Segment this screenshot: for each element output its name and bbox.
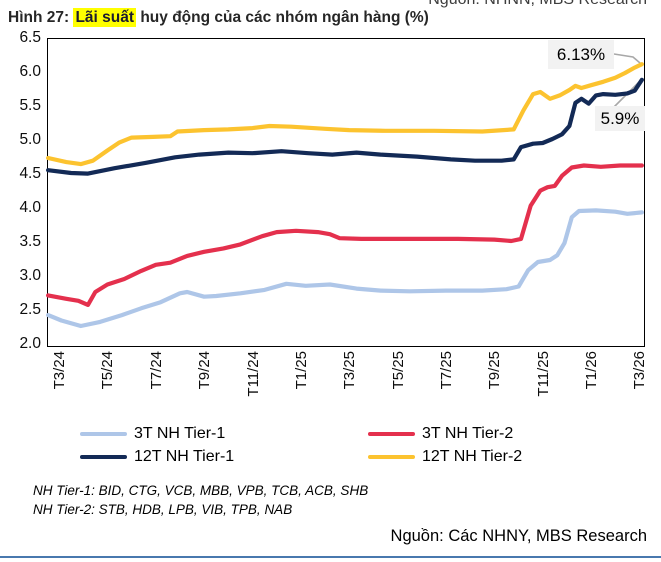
x-tick-label: T9/24 (196, 351, 214, 390)
annotation-6-13-label: 6.13% (548, 40, 614, 69)
legend-swatch-icon (368, 454, 415, 460)
x-tick-label: T5/25 (389, 351, 407, 390)
x-tick-label: T3/25 (341, 351, 359, 390)
x-tick-label: T7/25 (437, 351, 455, 390)
footnote-tier2: NH Tier-2: STB, HDB, LPB, VIB, TPB, NAB (33, 501, 293, 517)
x-tick-label: T5/24 (99, 351, 117, 390)
source-text: Nguồn: Các NHNY, MBS Research (390, 527, 647, 545)
legend-item: 12T NH Tier-2 (368, 447, 522, 467)
legend-label: 3T NH Tier-2 (422, 425, 514, 442)
line-series-3t-nh-tier-1 (46, 208, 645, 329)
legend-label: 3T NH Tier-1 (134, 425, 226, 442)
annotation-6-13-callout-line (613, 53, 641, 64)
x-tick-label: T1/26 (583, 351, 601, 390)
line-chart-svg (46, 53, 645, 329)
legend-item: 3T NH Tier-2 (368, 424, 513, 444)
y-tick-label: 4.0 (19, 199, 41, 216)
footnotes: NH Tier-1: BID, CTG, VCB, MBB, VPB, TCB,… (33, 482, 368, 519)
footnote-tier1: NH Tier-1: BID, CTG, VCB, MBB, VPB, TCB,… (33, 483, 369, 498)
x-tick-label: T9/25 (486, 351, 504, 390)
legend-item: 3T NH Tier-1 (80, 424, 225, 444)
legend-swatch-icon (80, 431, 127, 437)
x-tick-label: T3/26 (631, 351, 649, 390)
line-series-12t-nh-tier-1 (46, 77, 645, 176)
chart-title: Hình 27: Lãi suất huy động của các nhóm … (8, 8, 429, 27)
y-tick-label: 6.0 (19, 63, 41, 80)
x-tick-label: T1/25 (292, 351, 310, 390)
legend-swatch-icon (368, 431, 415, 437)
line-series-3t-nh-tier-2 (46, 163, 645, 307)
x-tick-label: T7/24 (147, 351, 165, 390)
legend-item: 12T NH Tier-1 (80, 447, 234, 467)
legend-swatch-icon (80, 454, 127, 460)
y-tick-label: 3.5 (19, 233, 41, 250)
y-axis: 6.5 6.0 5.5 5.0 4.5 4.0 3.5 3.0 2.5 2.0 (0, 0, 41, 360)
y-tick-label: 5.5 (19, 97, 41, 114)
y-tick-label: 2.5 (19, 301, 41, 318)
legend-label: 12T NH Tier-2 (422, 448, 523, 465)
top-source-clipped-text: Nguồn: NHNN, MBS Research (428, 0, 647, 9)
y-tick-label: 6.5 (19, 29, 41, 46)
y-tick-label: 2.0 (19, 335, 41, 352)
title-suffix: huy động của các nhóm ngân hàng (%) (136, 9, 429, 26)
legend-label: 12T NH Tier-1 (134, 448, 235, 465)
y-tick-label: 5.0 (19, 131, 41, 148)
annotation-5-9-label: 5.9% (595, 106, 645, 131)
y-tick-label: 3.0 (19, 267, 41, 284)
title-prefix: Hình 27: (8, 9, 74, 26)
line-series-12t-nh-tier-2 (46, 62, 645, 167)
x-tick-label: T3/24 (51, 351, 68, 390)
y-tick-label: 4.5 (19, 165, 41, 182)
bottom-rule (0, 556, 661, 558)
plot-area: 6.13% 5.9% (46, 38, 645, 347)
x-tick-label: T11/25 (534, 351, 552, 397)
title-highlight: Lãi suất (73, 8, 137, 27)
x-tick-label: T11/24 (244, 351, 262, 397)
